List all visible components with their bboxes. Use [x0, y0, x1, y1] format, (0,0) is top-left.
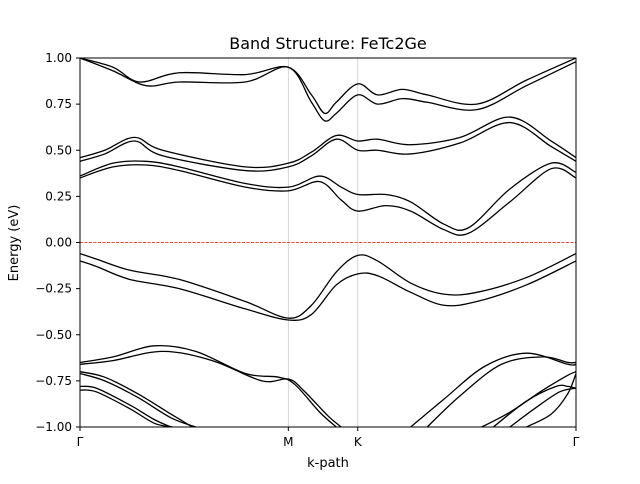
y-tick-label: 0.75	[45, 97, 72, 111]
band-2	[80, 116, 576, 169]
band-5	[80, 164, 576, 236]
x-tick-label: M	[283, 435, 293, 449]
band-11	[80, 372, 196, 427]
band-14	[410, 352, 576, 427]
band-6	[80, 252, 576, 319]
y-tick-label: −0.75	[35, 374, 72, 388]
y-tick-label: 0.00	[45, 236, 72, 250]
bands-group	[80, 58, 576, 427]
x-tick-label: Γ	[77, 435, 84, 449]
y-tick-label: −0.25	[35, 282, 72, 296]
band-17	[492, 384, 576, 427]
x-tick-label: K	[354, 435, 363, 449]
y-tick-label: 1.00	[45, 51, 72, 65]
band-7	[80, 260, 576, 321]
y-tick-label: −0.50	[35, 328, 72, 342]
band-9	[80, 350, 342, 427]
band-10	[80, 371, 193, 427]
band-8	[80, 344, 337, 427]
band-0	[80, 58, 576, 115]
y-tick-label: −1.00	[35, 420, 72, 434]
x-axis-label: k-path	[307, 456, 349, 471]
chart-title: Band Structure: FeTc2Ge	[229, 34, 427, 53]
band-18	[509, 387, 576, 427]
band-3	[80, 121, 576, 172]
band-12	[80, 385, 172, 427]
plot-frame	[79, 57, 577, 428]
band-16	[481, 371, 576, 427]
band-19	[526, 373, 576, 427]
x-tick-label: Γ	[573, 435, 580, 449]
y-tick-label: 0.50	[45, 143, 72, 157]
band-4	[80, 160, 576, 231]
y-axis-label: Energy (eV)	[7, 205, 22, 282]
y-axis-ticks: −1.00 −0.75 −0.50 −0.25 0.00 0.25 0.50 0.75 1.00	[35, 51, 80, 434]
band-15	[426, 356, 576, 427]
band-13	[80, 389, 173, 427]
y-tick-label: 0.25	[45, 189, 72, 203]
band-1	[80, 58, 576, 122]
